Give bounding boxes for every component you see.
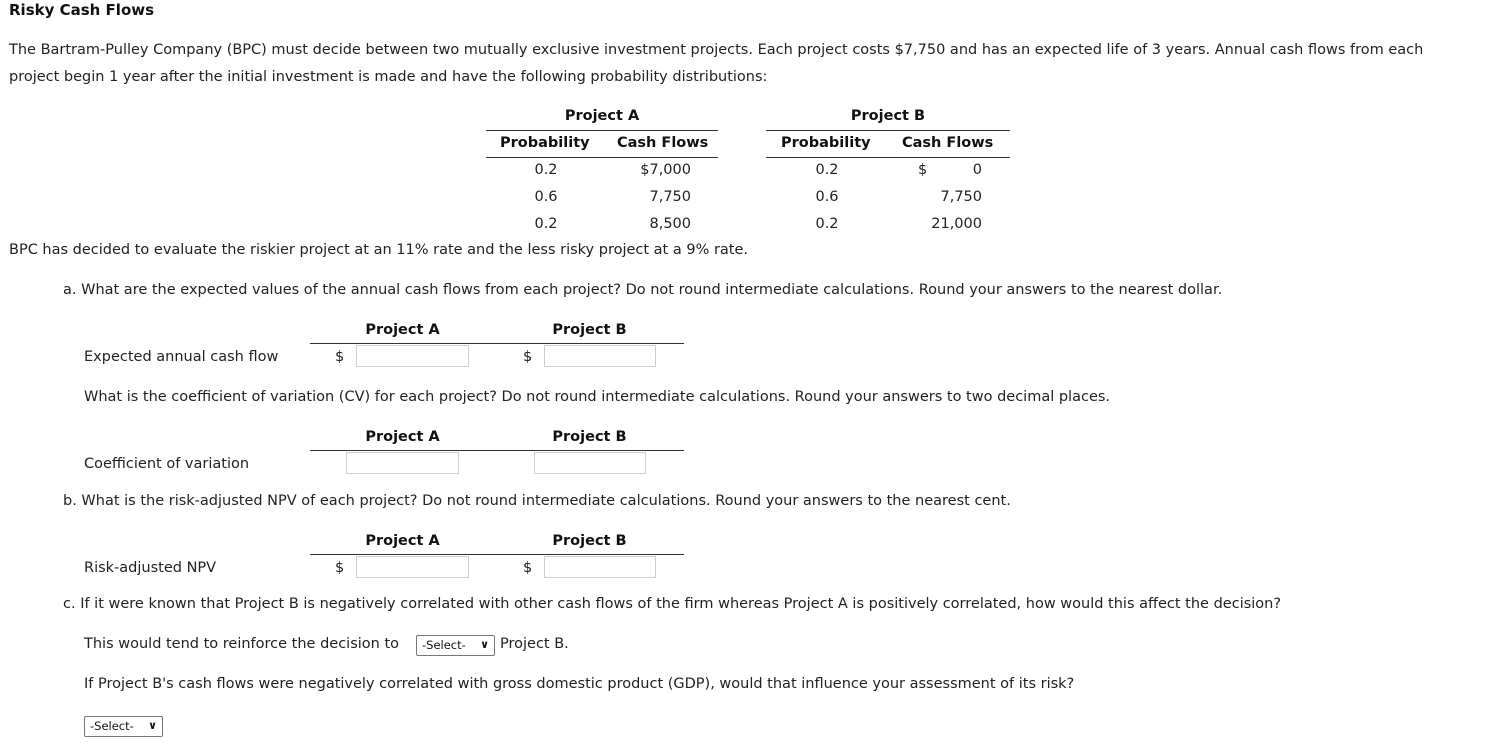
part-b-question: b. What is the risk-adjusted NPV of each… <box>63 493 1011 509</box>
part-a-col-project-a: Project A <box>365 322 440 338</box>
cv-b-input[interactable] <box>534 452 646 474</box>
cv-col-project-a: Project A <box>365 429 440 445</box>
project-b-prob-1: 0.2 <box>815 162 839 178</box>
project-a-cf-2: 7,750 <box>649 189 691 205</box>
project-a-col-probability: Probability <box>500 135 590 151</box>
expected-cash-flow-b-input[interactable] <box>544 345 656 367</box>
part-c-question: c. If it were known that Project B is ne… <box>63 596 1282 612</box>
divider <box>310 554 684 555</box>
cv-a-input[interactable] <box>346 452 459 474</box>
currency-symbol: $ <box>335 560 345 576</box>
npv-b-input[interactable] <box>544 556 656 578</box>
decision-select[interactable]: -Select- ∨ <box>416 635 495 656</box>
project-a-cf-3: 8,500 <box>649 216 691 232</box>
divider <box>486 130 718 131</box>
expected-cash-flow-label: Expected annual cash flow <box>84 349 279 365</box>
intro-line-2: project begin 1 year after the initial i… <box>9 69 768 85</box>
divider <box>766 157 1010 158</box>
gdp-risk-select[interactable]: -Select- ∨ <box>84 716 163 737</box>
divider <box>310 450 684 451</box>
project-a-prob-1: 0.2 <box>534 162 558 178</box>
part-b-col-project-a: Project A <box>365 533 440 549</box>
decision-select-value: -Select- <box>422 638 466 652</box>
project-a-col-cash-flows: Cash Flows <box>617 135 709 151</box>
part-a-col-project-b: Project B <box>552 322 627 338</box>
npv-a-input[interactable] <box>356 556 469 578</box>
currency-symbol: $ <box>335 349 345 365</box>
cv-question: What is the coefficient of variation (CV… <box>84 389 1111 405</box>
part-a-question: a. What are the expected values of the a… <box>63 282 1223 298</box>
project-b-prob-3: 0.2 <box>815 216 839 232</box>
gdp-risk-select-value: -Select- <box>90 719 134 733</box>
project-b-cf-1-currency: $ <box>918 162 928 178</box>
project-b-col-cash-flows: Cash Flows <box>902 135 994 151</box>
project-b-cf-2: 7,750 <box>940 189 982 205</box>
reinforce-sentence-start: This would tend to reinforce the decisio… <box>84 636 400 652</box>
project-b-prob-2: 0.6 <box>815 189 839 205</box>
reinforce-sentence-end: Project B. <box>500 636 569 652</box>
chevron-down-icon: ∨ <box>148 719 157 732</box>
project-a-cf-1: $7,000 <box>640 162 691 178</box>
page-title: Risky Cash Flows <box>9 1 155 19</box>
project-a-prob-2: 0.6 <box>534 189 558 205</box>
project-a-table-title: Project A <box>564 108 640 124</box>
project-b-cf-3: 21,000 <box>931 216 982 232</box>
project-a-prob-3: 0.2 <box>534 216 558 232</box>
divider <box>310 343 684 344</box>
part-b-col-project-b: Project B <box>552 533 627 549</box>
npv-label: Risk-adjusted NPV <box>84 560 217 576</box>
currency-symbol: $ <box>523 349 533 365</box>
cv-col-project-b: Project B <box>552 429 627 445</box>
expected-cash-flow-a-input[interactable] <box>356 345 469 367</box>
intro-line-1: The Bartram-Pulley Company (BPC) must de… <box>9 42 1424 58</box>
divider <box>766 130 1010 131</box>
cv-label: Coefficient of variation <box>84 456 250 472</box>
gdp-question: If Project B's cash flows were negativel… <box>84 676 1075 692</box>
chevron-down-icon: ∨ <box>480 638 489 651</box>
rate-text: BPC has decided to evaluate the riskier … <box>9 242 749 258</box>
project-b-col-probability: Probability <box>781 135 871 151</box>
project-b-cf-1: 0 <box>972 162 982 178</box>
divider <box>486 157 718 158</box>
project-b-table-title: Project B <box>850 108 926 124</box>
currency-symbol: $ <box>523 560 533 576</box>
